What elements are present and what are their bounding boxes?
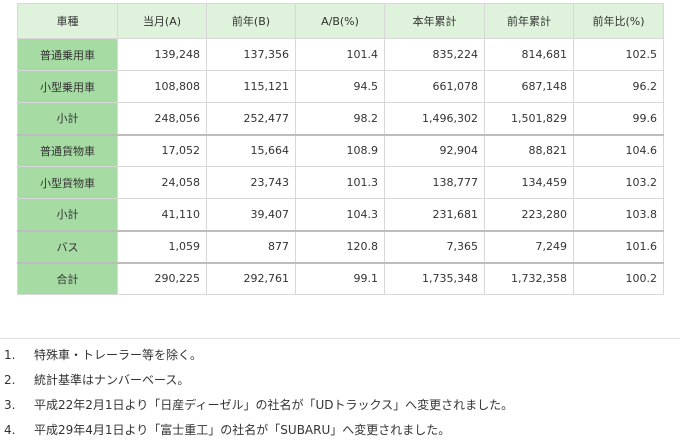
cell-ytd: 7,365 [384, 229, 485, 263]
cell-ratio: 120.8 [295, 229, 385, 263]
cell-previous-year: 252,477 [206, 102, 296, 135]
cell-prev-ytd: 88,821 [484, 133, 574, 167]
cell-previous-year: 137,356 [206, 38, 296, 71]
cell-yoy: 103.8 [573, 198, 664, 231]
cell-current-month: 248,056 [117, 102, 207, 135]
cell-current-month: 108,808 [117, 70, 207, 103]
row-label: 普通乗用車 [17, 38, 118, 71]
footnote-item: 3. 平成22年2月1日より「日産ディーゼル」の社名が「UDトラックス」へ変更さ… [0, 393, 680, 418]
cell-previous-year: 115,121 [206, 70, 296, 103]
footnote-item: 2. 統計基準はナンバーベース。 [0, 368, 680, 393]
row-label: 普通貨物車 [17, 133, 118, 167]
footnote-number: 4. [4, 423, 16, 437]
cell-ratio: 104.3 [295, 198, 385, 231]
row-label: 小型貨物車 [17, 166, 118, 199]
cell-ratio: 101.4 [295, 38, 385, 71]
footnote-text: 統計基準はナンバーベース。 [34, 373, 190, 387]
cell-prev-ytd: 814,681 [484, 38, 574, 71]
footnotes-list: 1. 特殊車・トレーラー等を除く。 2. 統計基準はナンバーベース。 3. 平成… [0, 338, 680, 443]
cell-ytd: 231,681 [384, 198, 485, 231]
footnote-text: 特殊車・トレーラー等を除く。 [34, 348, 203, 362]
header-prev-ytd: 前年累計 [484, 3, 574, 39]
registration-table-container: 車種 当月(A) 前年(B) A/B(%) 本年累計 前年累計 前年比(%) 普… [17, 3, 664, 295]
footnote-text: 平成29年4月1日より「富士重工」の社名が「SUBARU」へ変更されました。 [34, 423, 451, 437]
header-previous-year: 前年(B) [206, 3, 296, 39]
header-ratio: A/B(%) [295, 3, 385, 39]
cell-current-month: 1,059 [117, 229, 207, 263]
cell-current-month: 139,248 [117, 38, 207, 71]
cell-ytd: 1,735,348 [384, 261, 485, 295]
cell-ytd: 92,904 [384, 133, 485, 167]
cell-previous-year: 23,743 [206, 166, 296, 199]
cell-yoy: 102.5 [573, 38, 664, 71]
cell-previous-year: 39,407 [206, 198, 296, 231]
cell-yoy: 101.6 [573, 229, 664, 263]
cell-prev-ytd: 1,501,829 [484, 102, 574, 135]
header-yoy: 前年比(%) [573, 3, 664, 39]
cell-previous-year: 877 [206, 229, 296, 263]
cell-ytd: 138,777 [384, 166, 485, 199]
row-label: 小型乗用車 [17, 70, 118, 103]
table-header-row: 車種 当月(A) 前年(B) A/B(%) 本年累計 前年累計 前年比(%) [17, 3, 664, 39]
row-label: 合計 [17, 261, 118, 295]
cell-ratio: 98.2 [295, 102, 385, 135]
cell-ytd: 835,224 [384, 38, 485, 71]
footnote-text: 平成22年2月1日より「日産ディーゼル」の社名が「UDトラックス」へ変更されまし… [34, 398, 514, 412]
table-row: 普通貨物車 17,052 15,664 108.9 92,904 88,821 … [17, 133, 664, 167]
cell-current-month: 290,225 [117, 261, 207, 295]
cell-prev-ytd: 1,732,358 [484, 261, 574, 295]
header-vehicle-type: 車種 [17, 3, 118, 39]
cell-ytd: 1,496,302 [384, 102, 485, 135]
cell-prev-ytd: 134,459 [484, 166, 574, 199]
cell-previous-year: 15,664 [206, 133, 296, 167]
cell-ratio: 99.1 [295, 261, 385, 295]
cell-prev-ytd: 223,280 [484, 198, 574, 231]
cell-yoy: 104.6 [573, 133, 664, 167]
table-row: バス 1,059 877 120.8 7,365 7,249 101.6 [17, 229, 664, 263]
cell-ratio: 108.9 [295, 133, 385, 167]
cell-yoy: 103.2 [573, 166, 664, 199]
cell-prev-ytd: 687,148 [484, 70, 574, 103]
row-label: 小計 [17, 198, 118, 231]
footnote-number: 3. [4, 398, 16, 412]
cell-ratio: 101.3 [295, 166, 385, 199]
cell-current-month: 17,052 [117, 133, 207, 167]
table-row: 普通乗用車 139,248 137,356 101.4 835,224 814,… [17, 38, 664, 71]
table-row: 合計 290,225 292,761 99.1 1,735,348 1,732,… [17, 261, 664, 295]
cell-current-month: 24,058 [117, 166, 207, 199]
cell-yoy: 99.6 [573, 102, 664, 135]
cell-prev-ytd: 7,249 [484, 229, 574, 263]
footnote-item: 4. 平成29年4月1日より「富士重工」の社名が「SUBARU」へ変更されました… [0, 418, 680, 443]
cell-current-month: 41,110 [117, 198, 207, 231]
footnote-number: 2. [4, 373, 16, 387]
header-ytd: 本年累計 [384, 3, 485, 39]
table-row: 小型乗用車 108,808 115,121 94.5 661,078 687,1… [17, 70, 664, 103]
table-row: 小計 248,056 252,477 98.2 1,496,302 1,501,… [17, 102, 664, 135]
row-label: バス [17, 229, 118, 263]
header-current-month: 当月(A) [117, 3, 207, 39]
cell-ytd: 661,078 [384, 70, 485, 103]
cell-previous-year: 292,761 [206, 261, 296, 295]
cell-yoy: 100.2 [573, 261, 664, 295]
vehicle-registration-table: 車種 当月(A) 前年(B) A/B(%) 本年累計 前年累計 前年比(%) 普… [17, 3, 664, 295]
footnote-number: 1. [4, 348, 16, 362]
cell-yoy: 96.2 [573, 70, 664, 103]
table-row: 小計 41,110 39,407 104.3 231,681 223,280 1… [17, 198, 664, 231]
footnote-item: 1. 特殊車・トレーラー等を除く。 [0, 343, 680, 368]
row-label: 小計 [17, 102, 118, 135]
table-row: 小型貨物車 24,058 23,743 101.3 138,777 134,45… [17, 166, 664, 199]
cell-ratio: 94.5 [295, 70, 385, 103]
